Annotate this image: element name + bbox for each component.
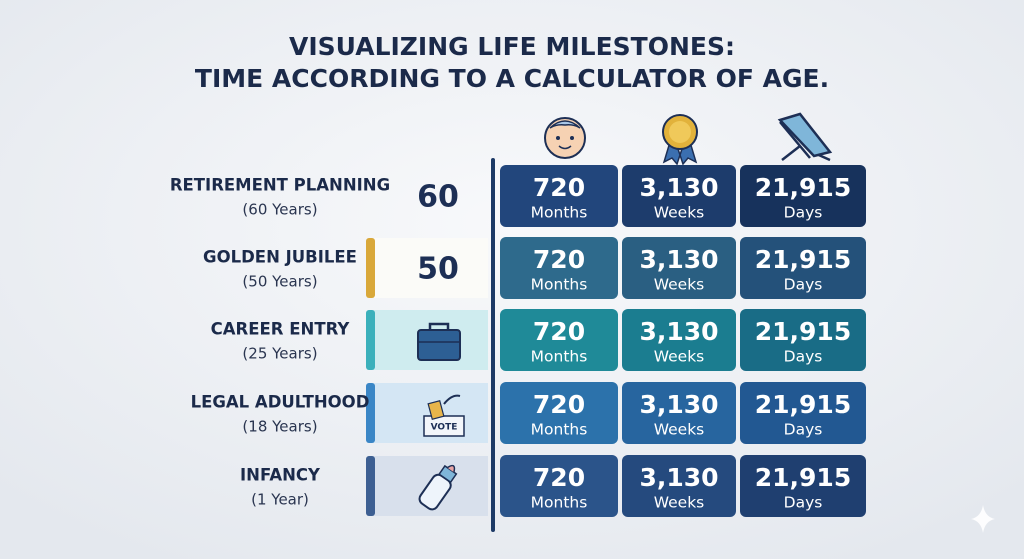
row-sublabel: (18 Years) xyxy=(242,418,317,436)
time-cell xyxy=(740,455,866,517)
sparkle xyxy=(971,505,995,533)
cell-unit: Days xyxy=(784,276,823,294)
time-cell xyxy=(622,382,736,444)
badge-number: 60 xyxy=(417,180,459,215)
cell-value: 21,915 xyxy=(755,245,851,274)
cell-value: 720 xyxy=(533,245,585,274)
badge-accent xyxy=(366,310,375,370)
cell-value: 3,130 xyxy=(639,173,718,202)
time-cell xyxy=(500,455,618,517)
time-cell xyxy=(622,237,736,299)
briefcase-icon xyxy=(417,322,461,361)
cell-value: 3,130 xyxy=(639,245,718,274)
medal-icon xyxy=(662,114,698,166)
cell-value: 720 xyxy=(533,463,585,492)
row-label: CAREER ENTRY xyxy=(211,320,351,339)
row-label: INFANCY xyxy=(240,466,321,485)
cell-unit: Weeks xyxy=(654,421,705,439)
cell-value: 3,130 xyxy=(639,390,718,419)
badge-accent xyxy=(366,383,375,443)
cell-unit: Months xyxy=(531,494,588,512)
beach-chair-icon xyxy=(777,112,833,162)
bottle-icon xyxy=(418,464,458,511)
time-cell xyxy=(740,309,866,371)
time-cell xyxy=(500,165,618,227)
cell-unit: Months xyxy=(531,276,588,294)
cell-unit: Days xyxy=(784,494,823,512)
title-line-1: VISUALIZING LIFE MILESTONES: xyxy=(289,32,735,61)
cell-value: 21,915 xyxy=(755,173,851,202)
cell-unit: Weeks xyxy=(654,348,705,366)
cell-unit: Months xyxy=(531,421,588,439)
cell-unit: Weeks xyxy=(654,494,705,512)
row-sublabel: (25 Years) xyxy=(242,345,317,363)
cell-value: 21,915 xyxy=(755,390,851,419)
time-cell xyxy=(740,382,866,444)
time-cell xyxy=(622,309,736,371)
badge-bg xyxy=(368,238,488,298)
row-sublabel: (1 Year) xyxy=(251,491,309,509)
time-cell xyxy=(500,309,618,371)
cell-value: 720 xyxy=(533,317,585,346)
vote-icon xyxy=(423,394,465,437)
baby-icon xyxy=(544,117,586,159)
row-label: GOLDEN JUBILEE xyxy=(203,248,357,267)
title-line-2: TIME ACCORDING TO A CALCULATOR OF AGE. xyxy=(195,64,829,93)
cell-value: 3,130 xyxy=(639,463,718,492)
icon-text: VOTE xyxy=(431,423,458,433)
time-cell xyxy=(740,237,866,299)
cell-value: 3,130 xyxy=(639,317,718,346)
cell-value: 720 xyxy=(533,173,585,202)
cell-unit: Weeks xyxy=(654,276,705,294)
time-cell xyxy=(500,237,618,299)
cell-unit: Weeks xyxy=(654,204,705,222)
badge-number: 50 xyxy=(417,252,459,287)
row-sublabel: (60 Years) xyxy=(242,201,317,219)
row-sublabel: (50 Years) xyxy=(242,273,317,291)
badge-accent xyxy=(366,456,375,516)
row-label: LEGAL ADULTHOOD xyxy=(191,393,370,412)
cell-unit: Months xyxy=(531,204,588,222)
time-cell xyxy=(740,165,866,227)
cell-value: 720 xyxy=(533,390,585,419)
time-cell xyxy=(622,165,736,227)
cell-value: 21,915 xyxy=(755,317,851,346)
badge-accent xyxy=(366,238,375,298)
row-label: RETIREMENT PLANNING xyxy=(170,176,390,195)
cell-unit: Months xyxy=(531,348,588,366)
time-cell xyxy=(500,382,618,444)
cell-unit: Days xyxy=(784,204,823,222)
cell-unit: Days xyxy=(784,348,823,366)
cell-unit: Days xyxy=(784,421,823,439)
time-cell xyxy=(622,455,736,517)
cell-value: 21,915 xyxy=(755,463,851,492)
